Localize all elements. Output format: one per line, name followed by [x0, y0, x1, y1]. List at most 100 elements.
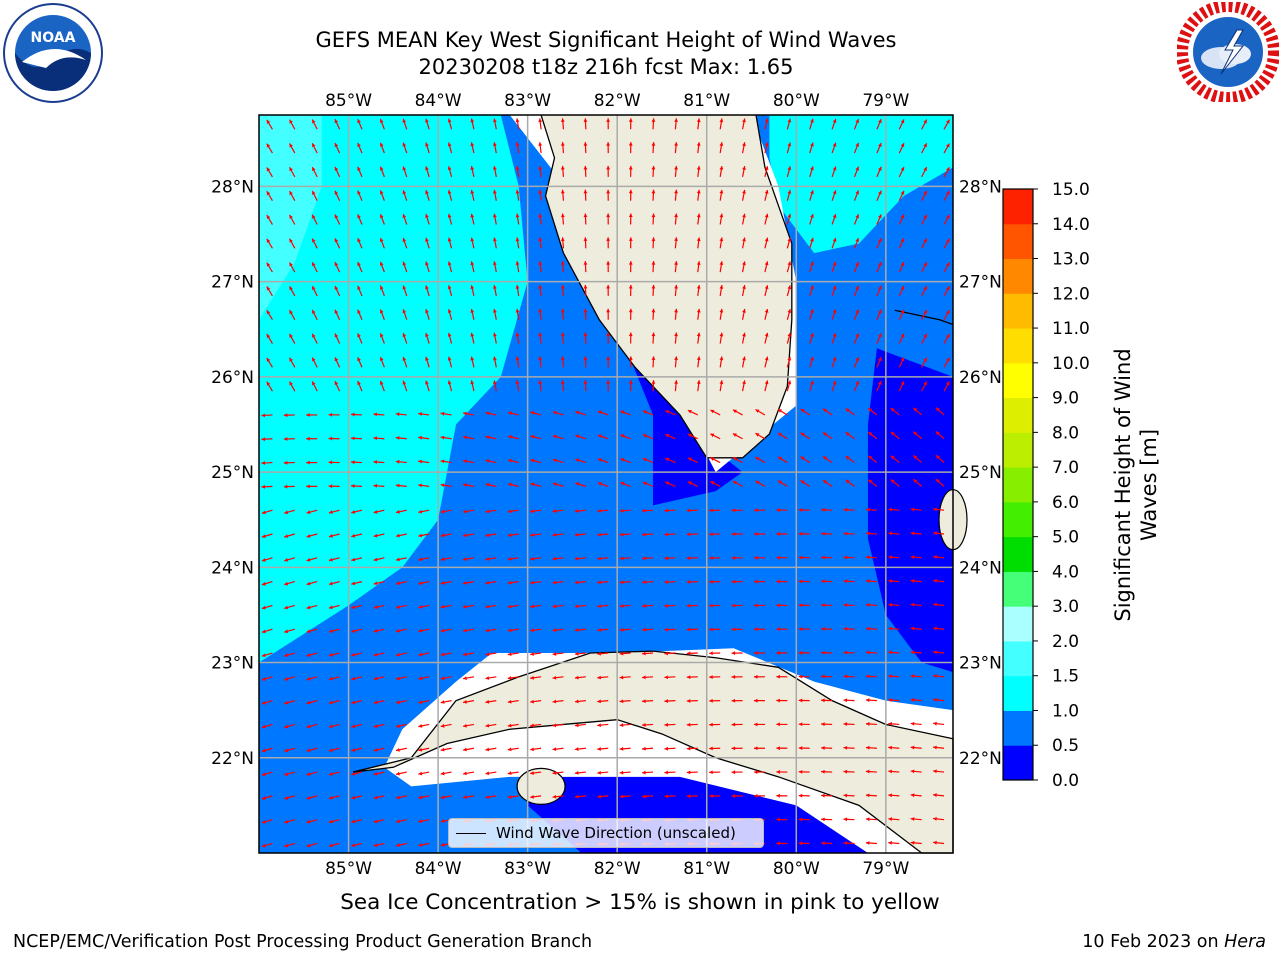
- wave-direction-arrow: [888, 555, 900, 560]
- wave-direction-arrow: [357, 356, 363, 368]
- wave-direction-arrow: [710, 433, 721, 440]
- wave-direction-arrow: [583, 332, 588, 344]
- wave-direction-arrow: [560, 380, 565, 392]
- wave-direction-arrow: [447, 285, 453, 297]
- lat-label-right-1: 27°N: [959, 273, 1002, 293]
- wave-direction-arrow: [798, 746, 810, 750]
- wave-direction-arrow: [709, 794, 721, 798]
- wave-direction-arrow: [357, 190, 363, 201]
- colorbar-tick-label-1: 0.5: [1052, 736, 1079, 756]
- wave-direction-arrow: [357, 214, 363, 225]
- wave-direction-arrow: [755, 480, 766, 487]
- wave-direction-arrow: [831, 380, 837, 392]
- wave-direction-arrow: [641, 794, 654, 799]
- wave-direction-arrow: [741, 213, 746, 225]
- wave-direction-arrow: [462, 652, 475, 657]
- wave-direction-arrow: [583, 380, 588, 392]
- wave-direction-arrow: [328, 557, 340, 562]
- wave-direction-arrow: [731, 627, 743, 632]
- wave-direction-arrow: [876, 285, 882, 297]
- wave-direction-arrow: [538, 284, 543, 297]
- lat-label-right-4: 24°N: [959, 558, 1002, 578]
- wave-direction-arrow: [418, 723, 430, 728]
- wave-direction-arrow: [373, 676, 385, 681]
- wave-direction-arrow: [888, 507, 900, 512]
- wave-direction-arrow: [425, 332, 430, 344]
- wave-direction-arrow: [425, 166, 430, 178]
- wave-direction-arrow: [741, 189, 746, 201]
- wave-direction-arrow: [425, 380, 430, 392]
- wave-direction-arrow: [709, 675, 721, 679]
- lon-label-top-1: 84°W: [415, 91, 462, 111]
- wave-direction-arrow: [910, 650, 922, 655]
- wave-direction-arrow: [935, 430, 945, 440]
- wave-direction-arrow: [418, 557, 430, 562]
- wave-direction-arrow: [266, 381, 273, 392]
- wave-direction-arrow: [261, 461, 273, 465]
- wave-direction-arrow: [283, 413, 295, 418]
- wave-direction-arrow: [910, 531, 922, 536]
- wave-direction-arrow: [809, 356, 814, 368]
- wave-direction-arrow: [764, 356, 769, 368]
- wave-direction-arrow: [575, 434, 587, 440]
- wave-direction-arrow: [943, 286, 950, 297]
- lon-label-bottom-0: 85°W: [325, 859, 372, 879]
- lat-label-left-1: 27°N: [211, 273, 254, 293]
- wave-direction-arrow: [515, 165, 520, 177]
- wave-direction-arrow: [288, 309, 296, 321]
- wave-direction-arrow: [284, 652, 295, 657]
- wave-direction-arrow: [266, 357, 273, 368]
- wave-direction-arrow: [898, 285, 905, 297]
- wave-direction-arrow: [418, 676, 430, 681]
- wave-direction-arrow: [890, 407, 900, 416]
- wave-direction-arrow: [776, 627, 788, 632]
- wave-direction-arrow: [261, 676, 273, 681]
- wave-direction-arrow: [425, 189, 430, 201]
- wave-direction-arrow: [831, 213, 837, 225]
- wave-direction-arrow: [865, 650, 877, 655]
- wave-direction-arrow: [597, 651, 609, 656]
- lat-label-right-3: 25°N: [959, 463, 1002, 483]
- wave-direction-arrow: [753, 532, 765, 536]
- wave-direction-arrow: [373, 557, 385, 562]
- wave-direction-arrow: [821, 603, 833, 608]
- wave-direction-arrow: [843, 626, 855, 631]
- wave-direction-arrow: [910, 721, 922, 726]
- wave-direction-arrow: [515, 189, 520, 201]
- wave-direction-arrow: [786, 237, 792, 249]
- wave-direction-arrow: [311, 262, 318, 273]
- wave-direction-arrow: [776, 698, 788, 703]
- wave-direction-arrow: [470, 166, 475, 178]
- wave-direction-arrow: [515, 142, 520, 154]
- wave-direction-arrow: [809, 166, 814, 178]
- wave-direction-arrow: [642, 481, 654, 487]
- colorbar-segment-16: [1003, 189, 1033, 225]
- lat-label-right-2: 26°N: [959, 368, 1002, 388]
- wave-direction-arrow: [351, 771, 363, 776]
- wave-direction-arrow: [686, 651, 698, 656]
- wave-direction-arrow: [583, 356, 588, 368]
- lon-label-top-0: 85°W: [325, 91, 372, 111]
- wave-direction-arrow: [266, 167, 273, 178]
- lat-label-left-3: 25°N: [211, 463, 254, 483]
- lon-label-top-2: 83°W: [504, 91, 551, 111]
- wave-direction-arrow: [373, 723, 385, 728]
- wave-direction-arrow: [447, 118, 453, 130]
- wave-direction-arrow: [664, 651, 676, 656]
- wave-direction-arrow: [311, 238, 318, 249]
- colorbar-tick-label-0: 0.0: [1052, 771, 1079, 791]
- wave-direction-arrow: [719, 332, 724, 344]
- wave-direction-arrow: [261, 413, 273, 418]
- wave-direction-arrow: [447, 213, 453, 225]
- wave-direction-arrow: [462, 435, 475, 440]
- wave-direction-arrow: [447, 380, 453, 392]
- wave-direction-arrow: [328, 747, 340, 752]
- wave-direction-arrow: [888, 579, 900, 583]
- wave-direction-arrow: [379, 261, 385, 273]
- wave-direction-arrow: [933, 697, 945, 702]
- wave-direction-arrow: [447, 308, 453, 320]
- wave-direction-arrow: [753, 579, 765, 584]
- wave-direction-arrow: [425, 118, 430, 130]
- wave-direction-arrow: [395, 700, 407, 705]
